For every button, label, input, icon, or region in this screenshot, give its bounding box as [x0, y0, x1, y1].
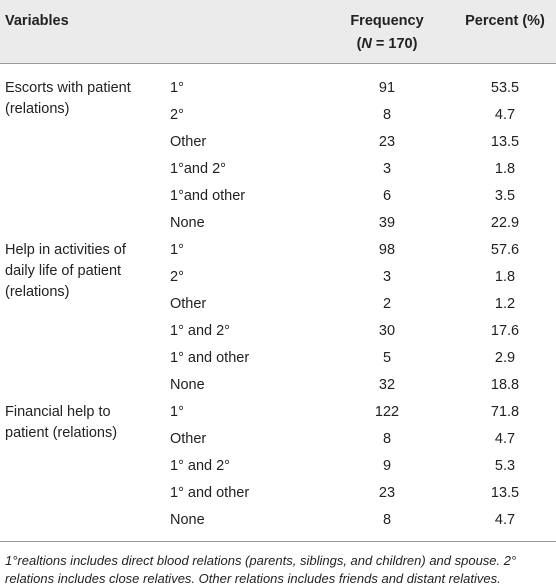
frequency: 5 — [382, 350, 392, 366]
percent: 4.7 — [494, 431, 516, 447]
footnote: 1°realtions includes direct blood relati… — [5, 553, 517, 568]
frequency: 32 — [378, 377, 396, 393]
frequency: 30 — [378, 323, 396, 339]
frequency: 8 — [382, 431, 392, 447]
percent: 22.9 — [490, 215, 520, 231]
percent: 71.8 — [490, 404, 520, 420]
relation: 1° — [170, 404, 184, 420]
frequency: 3 — [382, 161, 392, 177]
frequency: 2 — [382, 296, 392, 312]
percent: 1.8 — [494, 161, 516, 177]
group-label: (relations) — [5, 101, 70, 117]
frequency: 6 — [382, 188, 392, 204]
frequency: 91 — [378, 80, 396, 96]
frequency: 122 — [374, 404, 400, 420]
percent: 4.7 — [494, 512, 516, 528]
percent: 1.2 — [494, 296, 516, 312]
header-n-part: N — [361, 36, 372, 52]
percent: 18.8 — [490, 377, 520, 393]
percent: 17.6 — [490, 323, 520, 339]
relation: Other — [170, 296, 207, 312]
percent: 1.8 — [494, 269, 516, 285]
frequency: 23 — [378, 134, 396, 150]
relation: 1° and 2° — [170, 458, 230, 474]
relation: 1° and other — [170, 350, 250, 366]
relation: 1°and 2° — [170, 161, 226, 177]
header-n-part: ( — [356, 36, 362, 52]
header-frequency: Frequency — [350, 13, 424, 29]
relation: 1° — [170, 242, 184, 258]
group-label: Help in activities of — [5, 242, 126, 258]
frequency: 98 — [378, 242, 396, 258]
percent: 3.5 — [494, 188, 516, 204]
header-band — [0, 0, 556, 63]
percent: 4.7 — [494, 107, 516, 123]
percent: 13.5 — [490, 134, 520, 150]
header-rule — [0, 63, 556, 64]
percent: 2.9 — [494, 350, 516, 366]
percent: 53.5 — [490, 80, 520, 96]
frequency: 23 — [378, 485, 396, 501]
frequency: 39 — [378, 215, 396, 231]
relation: None — [170, 377, 205, 393]
relation: 1° — [170, 80, 184, 96]
header-variables: Variables — [5, 13, 69, 29]
header-n: (N = 170) — [357, 35, 418, 53]
header-n-part: = 170) — [371, 36, 418, 52]
relation: Other — [170, 134, 207, 150]
percent: 5.3 — [494, 458, 516, 474]
frequency: 8 — [382, 512, 392, 528]
group-label: daily life of patient — [5, 263, 122, 279]
footnote: relations includes close relatives. Othe… — [5, 571, 501, 585]
relation: Other — [170, 431, 207, 447]
relation: 2° — [170, 107, 184, 123]
group-label: Escorts with patient — [5, 80, 131, 96]
percent: 57.6 — [490, 242, 520, 258]
frequency: 9 — [382, 458, 392, 474]
relation: 1° and 2° — [170, 323, 230, 339]
group-label: (relations) — [5, 284, 70, 300]
relation: 2° — [170, 269, 184, 285]
frequency: 3 — [382, 269, 392, 285]
group-label: Financial help to — [5, 404, 111, 420]
frequency: 8 — [382, 107, 392, 123]
bottom-rule — [0, 541, 556, 542]
relation: None — [170, 512, 205, 528]
header-percent: Percent (%) — [465, 13, 545, 29]
relation: 1° and other — [170, 485, 250, 501]
percent: 13.5 — [490, 485, 520, 501]
relation: None — [170, 215, 205, 231]
group-label: patient (relations) — [5, 425, 118, 441]
relation: 1°and other — [170, 188, 246, 204]
